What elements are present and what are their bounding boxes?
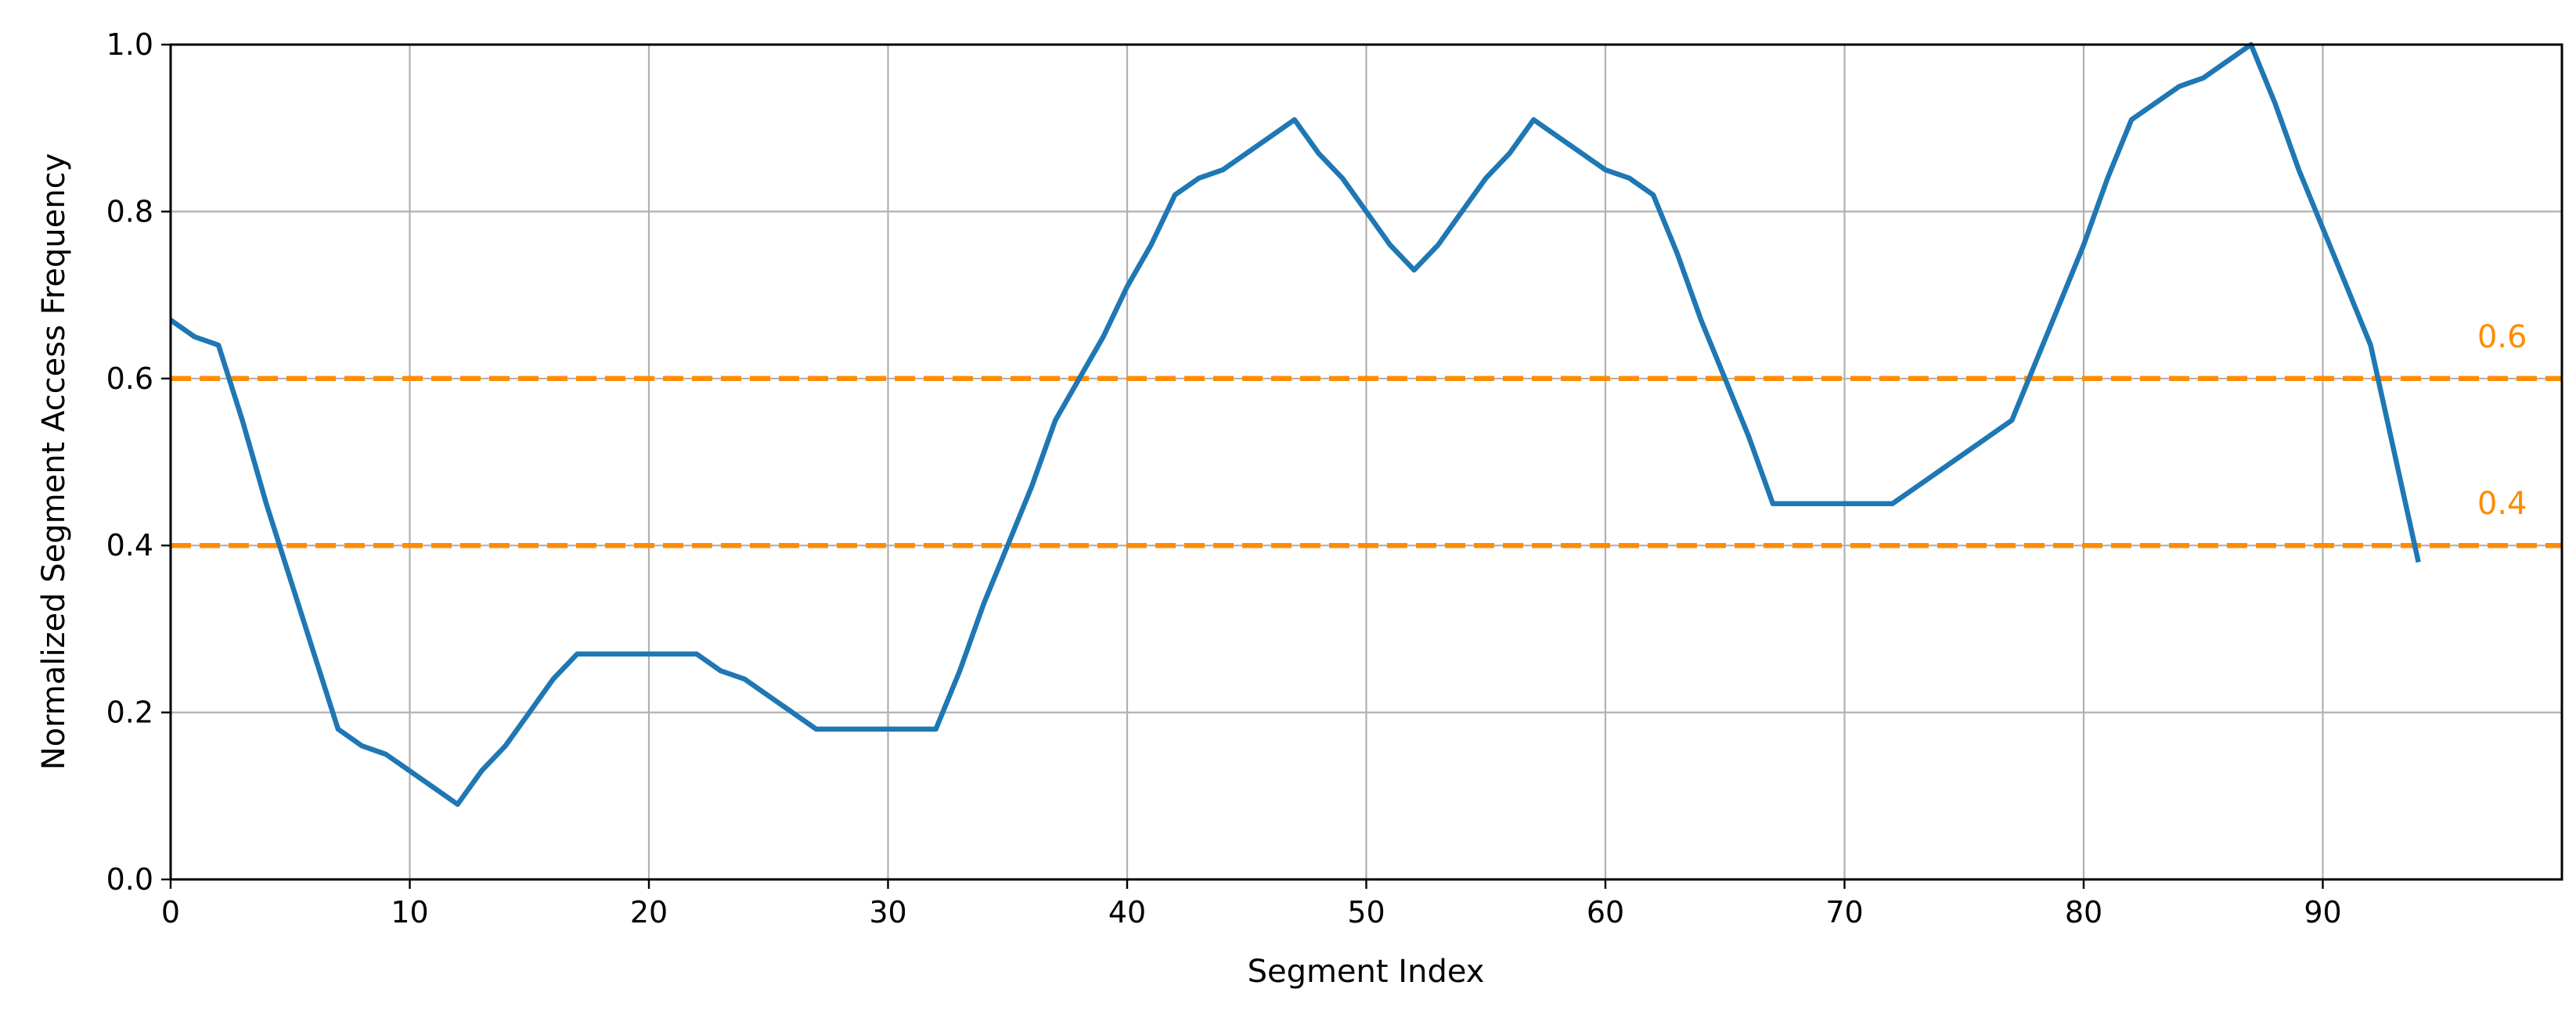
y-tick-label: 0.4 [106,528,153,563]
y-tick-label: 1.0 [106,27,153,62]
x-tick-label: 10 [391,895,428,930]
y-tick-label: 0.2 [106,696,153,730]
x-tick-label: 30 [869,895,906,930]
x-tick-label: 90 [2304,895,2341,930]
x-tick-label: 50 [1347,895,1385,930]
x-tick-label: 20 [630,895,668,930]
threshold-label: 0.4 [2477,486,2527,522]
y-axis-ticks: 0.0 0.2 0.4 0.6 0.8 1.0 [106,27,171,897]
series-layer [169,41,2421,807]
threshold-labels: 0.6 0.4 [2477,319,2527,522]
x-tick-label: 0 [161,895,180,930]
y-tick-label: 0.0 [106,862,153,897]
y-tick-label: 0.8 [106,194,153,228]
y-tick-label: 0.6 [106,361,153,396]
x-axis-ticks: 0 10 20 30 40 50 60 70 80 90 [161,879,2342,930]
threshold-lines [171,376,2562,548]
x-tick-label: 70 [1825,895,1863,930]
series-line [169,41,2421,807]
x-tick-label: 60 [1587,895,1624,930]
threshold-label: 0.6 [2477,319,2527,355]
x-axis-label: Segment Index [1248,954,1485,990]
y-axis-label: Normalized Segment Access Frequency [36,153,72,771]
x-tick-label: 40 [1108,895,1146,930]
x-tick-label: 80 [2065,895,2102,930]
